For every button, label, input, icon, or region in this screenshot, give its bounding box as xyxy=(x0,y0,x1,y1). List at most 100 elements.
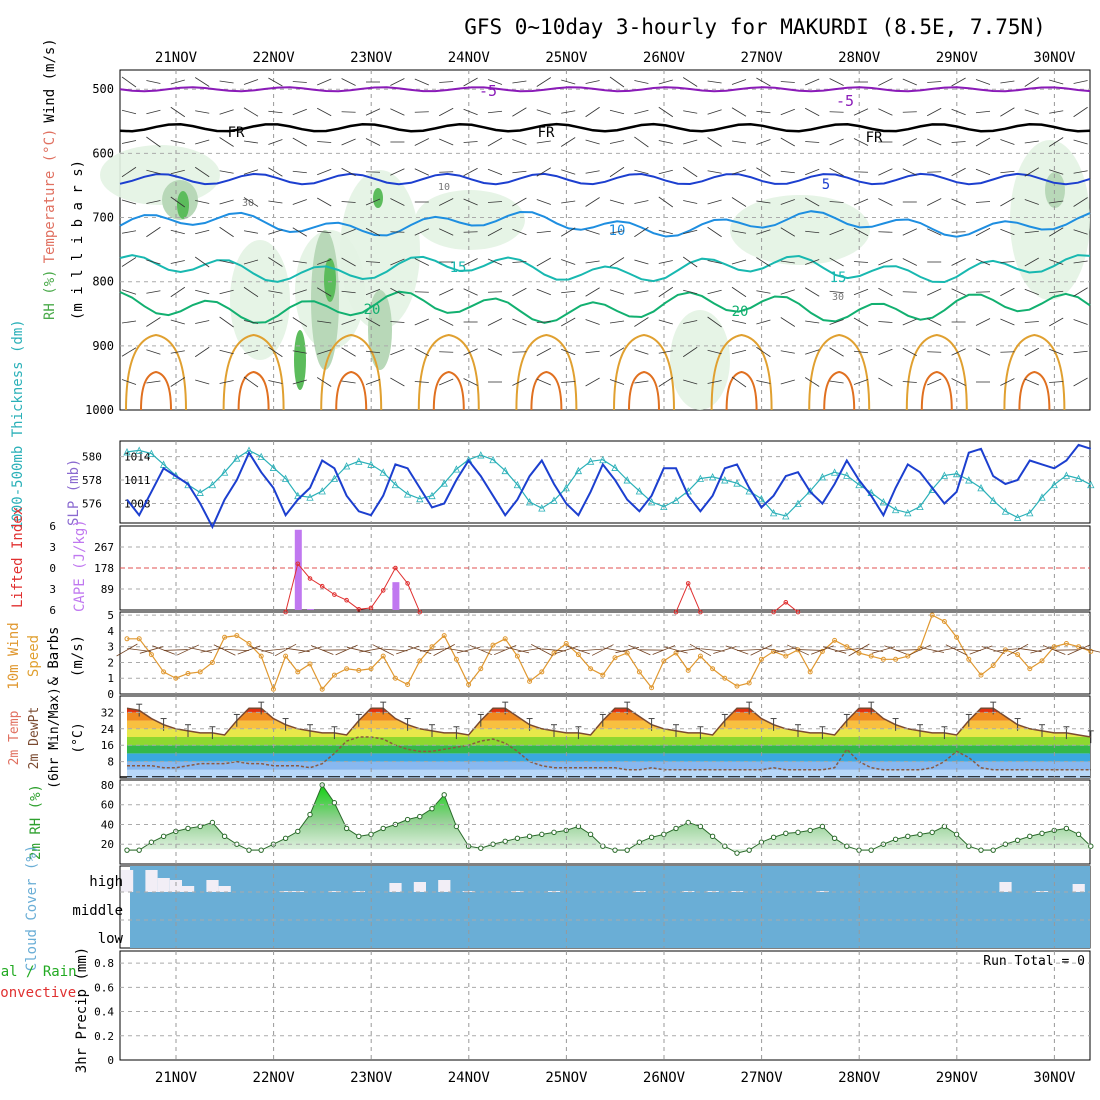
temp-band xyxy=(127,712,1090,721)
pressure-tick-label: 1000 xyxy=(85,403,114,417)
wind-barb xyxy=(219,80,234,84)
wind-speed-marker xyxy=(307,661,313,667)
wind-barb xyxy=(609,257,625,267)
wind-barb xyxy=(365,171,381,173)
wind-speed-marker xyxy=(527,678,533,684)
rh-tick-label: 80 xyxy=(101,779,114,792)
wind-barb xyxy=(139,646,164,654)
wind-speed-marker xyxy=(575,652,581,658)
wind-barb xyxy=(780,350,795,354)
wind-barb xyxy=(390,377,405,387)
rh-marker xyxy=(636,839,643,845)
wind-barb xyxy=(512,261,527,263)
wind-barb xyxy=(853,108,869,116)
wind-barb xyxy=(372,644,395,656)
lifted-index-marker xyxy=(685,581,691,586)
contour-label: 30 xyxy=(242,198,254,209)
wind-barb xyxy=(1049,317,1064,327)
rh-marker xyxy=(661,831,667,838)
wind-barb xyxy=(317,230,332,234)
wind-barb xyxy=(878,287,893,297)
date-label-bottom: 22NOV xyxy=(253,1070,296,1086)
rh-marker xyxy=(343,825,350,832)
wind-speed-marker xyxy=(1088,648,1094,654)
wind-speed-marker xyxy=(1063,641,1069,647)
wind-barb xyxy=(780,289,795,295)
wind-barb xyxy=(975,291,991,293)
wind-barb xyxy=(517,647,542,653)
wind-barb xyxy=(585,139,600,145)
temp-ylabel: 2m Temp xyxy=(7,710,22,765)
wind-barb xyxy=(780,199,795,205)
wind-barb xyxy=(1024,167,1040,177)
wind-barb xyxy=(853,317,869,327)
wind-barb xyxy=(561,79,576,85)
wind-barb xyxy=(902,258,917,266)
isotherm-loop xyxy=(628,370,660,411)
wind-barb xyxy=(536,167,552,177)
rh-marker xyxy=(526,833,533,840)
contour-label: 5 xyxy=(822,177,830,193)
lifted-index-marker xyxy=(673,609,679,615)
wind-barb xyxy=(1024,199,1039,205)
wind-barb xyxy=(536,257,551,267)
wind-barb xyxy=(1049,200,1064,204)
wind-barb xyxy=(932,647,957,653)
wind-barb xyxy=(927,288,942,296)
thickness-marker xyxy=(428,491,436,500)
date-label-top: 23NOV xyxy=(350,50,393,66)
wind-speed-marker xyxy=(734,683,740,689)
wind-barb xyxy=(341,138,356,146)
wind-speed-marker xyxy=(1027,666,1033,672)
wind-barb xyxy=(804,377,820,387)
rh-marker xyxy=(221,833,228,840)
wind-ylabel: (m/s) xyxy=(70,635,86,677)
panel-frame xyxy=(119,950,1091,1061)
isotherm-line xyxy=(119,122,1091,133)
rh-marker xyxy=(1063,825,1070,832)
wind-tick-label: 5 xyxy=(107,609,114,622)
thickness-marker xyxy=(403,490,412,498)
temp-tick-label: 8 xyxy=(107,756,114,769)
wind-barb xyxy=(609,76,625,88)
thickness-marker xyxy=(379,468,387,476)
wind-barb xyxy=(512,378,527,386)
wind-barb xyxy=(195,110,210,114)
thickness-tick-label: 580 xyxy=(82,451,102,464)
wind-barb xyxy=(487,318,503,326)
contour-label: 10 xyxy=(609,223,626,239)
wind-barb xyxy=(634,136,649,148)
wind-speed-marker xyxy=(380,653,386,659)
wind-speed-marker xyxy=(1076,644,1082,650)
wind-barb xyxy=(908,644,932,656)
thickness-tick-label: 578 xyxy=(82,474,102,487)
wind-ylabel: 10m Wind xyxy=(6,622,22,689)
wind-barb xyxy=(341,167,356,177)
temp-line xyxy=(126,707,1091,738)
rh-tick-label: 60 xyxy=(101,799,114,812)
wind-barb xyxy=(195,200,210,204)
wind-barb xyxy=(756,167,771,177)
wind-speed-marker xyxy=(722,675,728,681)
rh-marker xyxy=(587,831,594,838)
ylabel-part: RH (%) xyxy=(42,269,58,320)
contour-label: 20 xyxy=(364,302,381,318)
wind-barb xyxy=(121,199,137,205)
wind-barb xyxy=(146,200,161,204)
wind-barb xyxy=(531,644,553,656)
wind-barb xyxy=(188,647,213,653)
wind-barb xyxy=(341,347,356,357)
wind-barb xyxy=(414,78,429,86)
isotherm-loop xyxy=(823,370,856,411)
wind-barb xyxy=(414,138,429,146)
wind-barb xyxy=(439,107,454,117)
wind-barb xyxy=(1000,107,1015,117)
panel-frame xyxy=(119,779,1091,865)
panel-frame xyxy=(119,440,1091,524)
wind-barb xyxy=(585,170,600,174)
wind-barb xyxy=(951,141,966,143)
rh-area xyxy=(127,784,1091,854)
wind-tick-label: 1 xyxy=(107,672,114,685)
wind-barb xyxy=(628,644,651,656)
rh-shading xyxy=(1045,172,1065,208)
